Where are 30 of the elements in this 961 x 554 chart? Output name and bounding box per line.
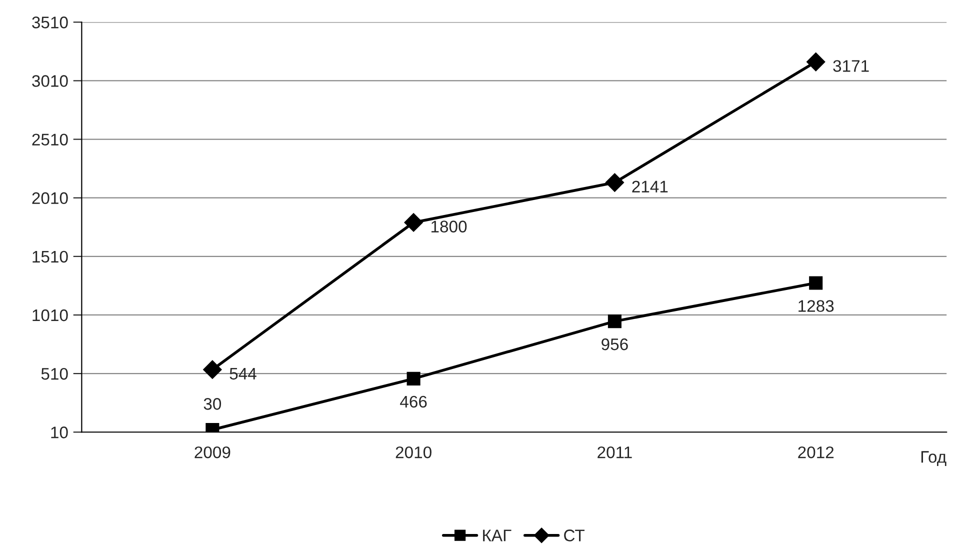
y-tick-label: 10 — [51, 426, 68, 438]
x-axis-title: Год — [921, 451, 946, 466]
x-tick-label: 2010 — [396, 446, 432, 458]
y-tick-label: 510 — [41, 368, 68, 380]
legend-label: СТ — [564, 530, 585, 542]
y-tick-label: 1010 — [32, 309, 68, 322]
y-tick-label: 3010 — [32, 75, 68, 87]
data-label: 1800 — [432, 220, 467, 232]
data-label: 466 — [400, 396, 427, 408]
x-tick-label: 2012 — [798, 446, 834, 458]
data-label: 544 — [230, 368, 256, 380]
data-label: 2141 — [632, 180, 668, 192]
point — [404, 213, 423, 232]
x-tick-label: 2011 — [598, 446, 632, 458]
point — [809, 276, 823, 290]
y-tick-label: 2010 — [32, 192, 68, 204]
point — [406, 372, 420, 386]
point — [605, 173, 624, 192]
y-tick-label: 1510 — [32, 250, 68, 263]
point — [806, 52, 826, 72]
data-label: 956 — [602, 338, 628, 350]
legend-label: КАГ — [483, 530, 512, 542]
data-label: 1283 — [798, 300, 834, 312]
data-label: 30 — [204, 398, 222, 410]
x-tick-label: 2009 — [194, 446, 230, 458]
y-tick-label: 2510 — [32, 134, 68, 146]
y-tick-label: 3510 — [32, 16, 68, 28]
data-label: 3171 — [833, 60, 869, 72]
point — [203, 360, 222, 379]
point — [608, 314, 622, 328]
